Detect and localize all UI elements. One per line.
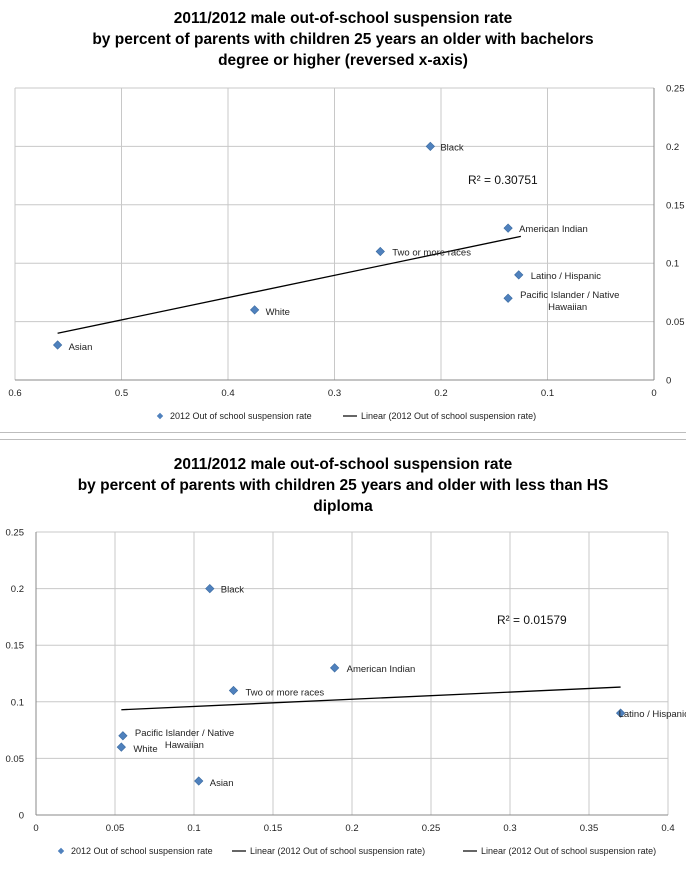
data-point <box>615 708 626 718</box>
data-point <box>116 742 126 752</box>
chart-title-line: 2011/2012 male out-of-school suspension … <box>173 456 513 473</box>
x-tick-label: 0.3 <box>328 388 341 399</box>
chart-divider <box>0 432 686 440</box>
point-label: Two or more races <box>246 687 325 698</box>
scatter-plot-less-than-hs: 0 0.05 0.1 0.15 0.2 0.25 0.3 0.35 0.4 0 0.05 0.1 0.1… <box>6 528 686 857</box>
data-point <box>250 305 260 315</box>
point-label: Pacific Islander / Native <box>135 728 234 739</box>
chart-title-line: by percent of parents with children 25 y… <box>92 31 594 48</box>
point-label: Latino / Hispanic <box>619 709 686 720</box>
scatter-plot-bachelors: 0.6 0.5 0.4 0.3 0.2 0.1 00 0.05 0.1 0.15 0.2 0.25 Bl… <box>8 84 685 422</box>
y-tick-label: 0.2 <box>666 142 679 153</box>
point-label: Black <box>221 585 244 596</box>
x-tick-label: 0.2 <box>345 823 358 834</box>
legend-label: 2012 Out of school suspension rate <box>71 846 213 856</box>
chart-title-line: diploma <box>313 498 373 515</box>
x-tick-label: 0.3 <box>503 823 516 834</box>
y-tick-label: 0.1 <box>11 697 24 708</box>
y-tick-label: 0 <box>19 811 24 822</box>
x-tick-label: 0 <box>651 388 656 399</box>
x-tick-label: 0.4 <box>661 823 674 834</box>
data-point <box>514 270 524 280</box>
data-point <box>52 340 63 350</box>
point-label: Hawaiian <box>165 740 204 751</box>
y-tick-label: 0.2 <box>11 584 24 595</box>
trendline <box>121 686 621 711</box>
data-point <box>205 583 215 594</box>
r-squared-label: R² = 0.01579 <box>497 613 567 627</box>
point-label: Asian <box>69 342 93 353</box>
chart-panel-bachelors: 2011/2012 male out-of-school suspension … <box>0 0 686 432</box>
chart-title-line: degree or higher (reversed x-axis) <box>218 52 468 69</box>
data-point <box>375 246 385 257</box>
legend-marker-diamond <box>57 847 65 855</box>
data-point <box>194 776 204 786</box>
x-tick-label: 0.1 <box>187 823 200 834</box>
chart-title: 2011/2012 male out-of-school suspension … <box>0 8 686 71</box>
data-point <box>118 731 128 741</box>
legend-label: Linear (2012 Out of school suspension ra… <box>481 846 656 856</box>
chart-panel-less-than-hs: 2011/2012 male out-of-school suspension … <box>0 440 686 869</box>
chart-title-line: 2011/2012 male out-of-school suspension … <box>173 10 513 27</box>
data-point <box>503 223 513 233</box>
chart-title: 2011/2012 male out-of-school suspension … <box>0 454 686 517</box>
point-label: American Indian <box>519 224 588 235</box>
data-point <box>503 293 513 303</box>
y-tick-label: 0.25 <box>666 84 685 95</box>
data-point <box>228 685 239 696</box>
y-tick-label: 0.15 <box>666 200 685 211</box>
x-tick-label: 0.25 <box>422 823 441 834</box>
x-tick-label: 0.2 <box>434 388 447 399</box>
legend-label: 2012 Out of school suspension rate <box>170 411 312 421</box>
chart-title-line: by percent of parents with children 25 y… <box>77 477 609 494</box>
point-label: Asian <box>210 778 234 789</box>
point-label: Latino / Hispanic <box>531 271 601 282</box>
point-label: American Indian <box>347 664 416 675</box>
data-point <box>329 663 340 673</box>
data-point <box>425 141 435 152</box>
x-tick-label: 0.6 <box>8 388 21 399</box>
trendline <box>57 235 522 334</box>
x-tick-label: 0.1 <box>541 388 554 399</box>
point-label: Pacific Islander / Native <box>520 290 619 301</box>
r-squared-label: R² = 0.30751 <box>468 173 538 187</box>
legend-label: Linear (2012 Out of school suspension ra… <box>250 846 425 856</box>
point-label: Hawaiian <box>548 302 587 313</box>
point-label: Black <box>440 142 463 153</box>
x-tick-label: 0.05 <box>106 823 125 834</box>
x-tick-label: 0 <box>33 823 38 834</box>
y-tick-label: 0.05 <box>6 754 25 765</box>
y-tick-label: 0.1 <box>666 259 679 270</box>
point-label: White <box>133 744 157 755</box>
y-tick-label: 0.05 <box>666 317 685 328</box>
x-tick-label: 0.35 <box>580 823 599 834</box>
y-tick-label: 0.15 <box>6 641 25 652</box>
x-tick-label: 0.5 <box>115 388 128 399</box>
y-tick-label: 0.25 <box>6 528 25 539</box>
point-label: White <box>266 307 290 318</box>
y-tick-label: 0 <box>666 376 671 387</box>
legend-label: Linear (2012 Out of school suspension ra… <box>361 411 536 421</box>
x-tick-label: 0.4 <box>221 388 234 399</box>
legend-marker-diamond <box>156 412 164 420</box>
point-label: Two or more races <box>392 248 471 259</box>
x-tick-label: 0.15 <box>264 823 283 834</box>
